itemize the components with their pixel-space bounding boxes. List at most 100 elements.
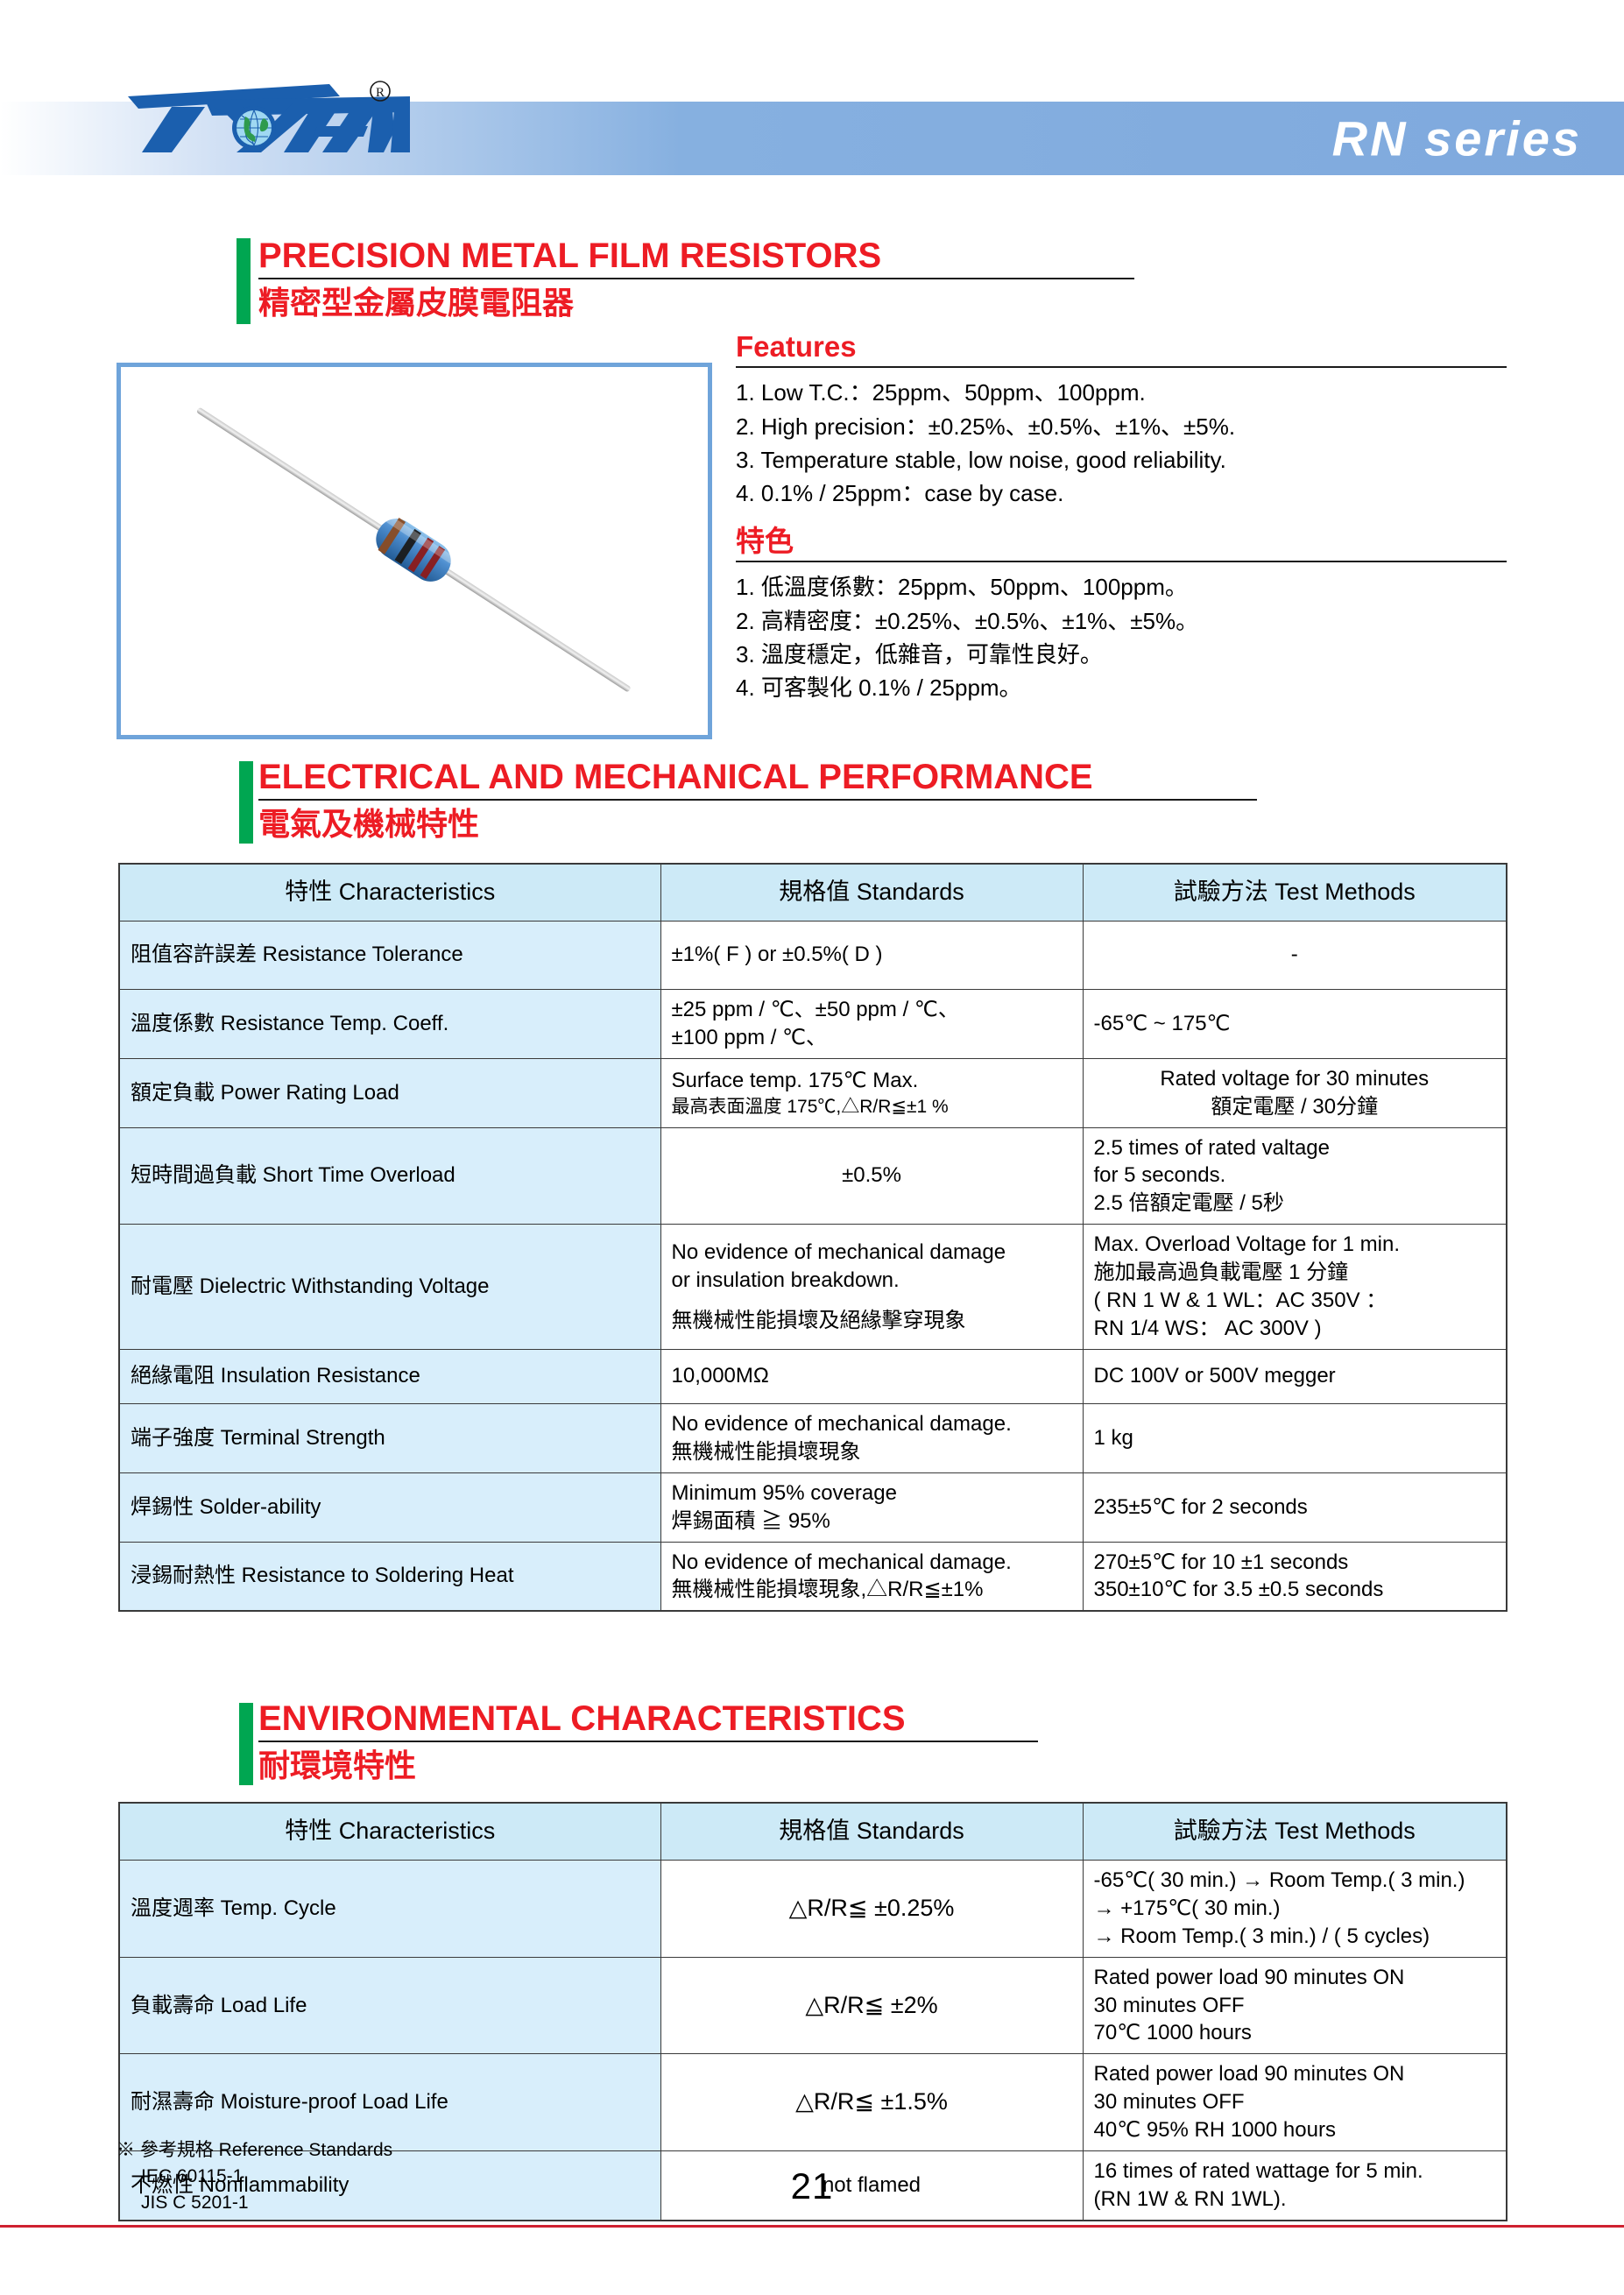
footer-divider xyxy=(0,2225,1624,2228)
feature-item: 2. High precision：±0.25%、±0.5%、±1%、±5%. xyxy=(736,413,1236,440)
test-line: → Room Temp.( 3 min.) / ( 5 cycles) xyxy=(1093,1924,1430,1948)
standard-line: or insulation breakdown. xyxy=(671,1268,900,1293)
test-line: RN 1/4 WS： AC 300V ) xyxy=(1093,1316,1322,1340)
row-standard: not flamed xyxy=(660,2150,1084,2221)
company-logo: R xyxy=(121,77,410,152)
row-standard: △R/R≦ ±2% xyxy=(660,1956,1084,2055)
row-test-method: Rated power load 90 minutes ON 30 minute… xyxy=(1082,2053,1507,2152)
features-list-en: 1. Low T.C.：25ppm、50ppm、100ppm. 2. High … xyxy=(736,376,1507,510)
standard-line-gap xyxy=(672,1295,1072,1307)
row-standard: ±0.5% xyxy=(660,1126,1084,1225)
test-line: Rated power load 90 minutes ON xyxy=(1093,1965,1405,1989)
electrical-heading-en: ELECTRICAL AND MECHANICAL PERFORMANCE xyxy=(258,758,1093,796)
row-test-method: -65℃( 30 min.) → Room Temp.( 3 min.) → +… xyxy=(1082,1859,1507,1958)
row-standard: No evidence of mechanical damage or insu… xyxy=(660,1224,1084,1350)
row-characteristic: 額定負載 Power Rating Load xyxy=(118,1057,661,1128)
registered-trademark-icon: R xyxy=(370,81,391,102)
page-title-block: PRECISION METAL FILM RESISTORS 精密型金屬皮膜電阻… xyxy=(237,237,1239,324)
standard-line: not flamed xyxy=(822,2173,921,2198)
standard-line: 無機械性能損壞現象,△R/R≦±1% xyxy=(671,1578,984,1602)
test-line: -65℃( 30 min.) → Room Temp.( 3 min.) xyxy=(1093,1868,1465,1892)
svg-text:R: R xyxy=(376,86,385,100)
row-standard: △R/R≦ ±0.25% xyxy=(660,1859,1084,1958)
feature-item: 1. 低溫度係數：25ppm、50ppm、100ppm。 xyxy=(736,574,1188,601)
table-row: 絕緣電阻 Insulation Resistance 10,000MΩ DC 1… xyxy=(118,1348,1507,1404)
table-row: 耐濕壽命 Moisture-proof Load Life △R/R≦ ±1.5… xyxy=(118,2053,1507,2152)
test-line: 70℃ 1000 hours xyxy=(1093,2021,1252,2045)
test-line: 40℃ 95% RH 1000 hours xyxy=(1093,2118,1336,2143)
standard-line: Minimum 95% coverage xyxy=(671,1480,897,1505)
row-characteristic: 耐濕壽命 Moisture-proof Load Life xyxy=(118,2053,661,2152)
feature-item: 3. Temperature stable, low noise, good r… xyxy=(736,446,1226,473)
column-header-characteristics: 特性 Characteristics xyxy=(118,863,661,922)
test-line: 施加最高過負載電壓 1 分鐘 xyxy=(1093,1260,1349,1285)
standard-line: No evidence of mechanical damage. xyxy=(671,1411,1012,1436)
electrical-specs-table-wrapper: 特性 Characteristics 規格值 Standards 試驗方法 Te… xyxy=(118,863,1507,1613)
row-test-method: 1 kg xyxy=(1082,1402,1507,1473)
electrical-accent-bar xyxy=(239,761,253,844)
feature-item: 4. 0.1% / 25ppm：case by case. xyxy=(736,479,1064,506)
table-row: 耐電壓 Dielectric Withstanding Voltage No e… xyxy=(118,1224,1507,1350)
table-row: 額定負載 Power Rating Load Surface temp. 175… xyxy=(118,1057,1507,1128)
electrical-section-heading: ELECTRICAL AND MECHANICAL PERFORMANCE 電氣… xyxy=(239,758,1310,845)
test-line: 30 minutes OFF xyxy=(1093,2090,1245,2115)
column-header-test-methods: 試驗方法 Test Methods xyxy=(1082,1802,1507,1861)
standard-line: ±0.5% xyxy=(842,1163,901,1188)
globe-icon xyxy=(232,106,276,152)
table-row: 阻值容許誤差 Resistance Tolerance ±1%( F ) or … xyxy=(118,920,1507,990)
standard-line: △R/R≦ ±0.25% xyxy=(788,1894,955,1921)
standard-line: 焊錫面積 ≧ 95% xyxy=(671,1508,830,1533)
features-heading-zh: 特色 xyxy=(736,525,794,558)
row-standard: Minimum 95% coverage 焊錫面積 ≧ 95% xyxy=(660,1472,1084,1543)
row-characteristic: 浸錫耐熱性 Resistance to Soldering Heat xyxy=(118,1541,661,1612)
title-divider xyxy=(258,277,1134,279)
features-divider-en xyxy=(736,366,1507,369)
test-line: 16 times of rated wattage for 5 min. xyxy=(1093,2159,1423,2184)
title-accent-bar xyxy=(237,238,251,324)
test-line: DC 100V or 500V megger xyxy=(1093,1364,1336,1388)
product-image-frame xyxy=(117,363,712,739)
row-test-method: Rated voltage for 30 minutes 額定電壓 / 30分鐘 xyxy=(1082,1057,1507,1128)
row-test-method: Rated power load 90 minutes ON 30 minute… xyxy=(1082,1956,1507,2055)
row-test-method: -65℃ ~ 175℃ xyxy=(1082,988,1507,1059)
column-header-test-methods: 試驗方法 Test Methods xyxy=(1082,863,1507,922)
environmental-heading-divider xyxy=(258,1740,1038,1742)
standard-line: 無機械性能損壞及絕緣擊穿現象 xyxy=(671,1309,966,1333)
row-characteristic: 負載壽命 Load Life xyxy=(118,1956,661,2055)
test-line: Rated voltage for 30 minutes xyxy=(1160,1066,1430,1091)
row-test-method: 235±5℃ for 2 seconds xyxy=(1082,1472,1507,1543)
standard-line: No evidence of mechanical damage xyxy=(671,1240,1006,1265)
standard-line: ±25 ppm / ℃、±50 ppm / ℃、 xyxy=(671,997,959,1021)
table-row: 不燃性 Nonflammability not flamed 16 times … xyxy=(118,2150,1507,2221)
test-line: (RN 1W & RN 1WL). xyxy=(1093,2186,1287,2211)
page-title-en: PRECISION METAL FILM RESISTORS xyxy=(258,237,882,275)
row-test-method: DC 100V or 500V megger xyxy=(1082,1348,1507,1404)
test-line: 1 kg xyxy=(1093,1425,1133,1450)
test-line: 2.5 倍額定電壓 / 5秒 xyxy=(1093,1191,1284,1216)
standard-line: ±1%( F ) or ±0.5%( D ) xyxy=(671,943,883,967)
test-line: Max. Overload Voltage for 1 min. xyxy=(1093,1232,1401,1257)
test-line: 30 minutes OFF xyxy=(1093,1993,1245,2017)
table-header-row: 特性 Characteristics 規格值 Standards 試驗方法 Te… xyxy=(118,1802,1507,1861)
table-row: 端子強度 Terminal Strength No evidence of me… xyxy=(118,1402,1507,1473)
table-row: 浸錫耐熱性 Resistance to Soldering Heat No ev… xyxy=(118,1541,1507,1612)
test-line: - xyxy=(1290,943,1298,967)
series-banner-title: RN series xyxy=(1331,110,1582,166)
row-characteristic: 溫度係數 Resistance Temp. Coeff. xyxy=(118,988,661,1059)
page-header: RN series xyxy=(0,0,1624,175)
features-panel: Features 1. Low T.C.：25ppm、50ppm、100ppm.… xyxy=(736,330,1507,704)
feature-item: 3. 溫度穩定，低雜音，可靠性良好。 xyxy=(736,640,1103,667)
features-divider-zh xyxy=(736,561,1507,563)
environmental-specs-table: 特性 Characteristics 規格值 Standards 試驗方法 Te… xyxy=(118,1802,1507,2221)
row-standard: Surface temp. 175℃ Max. 最高表面溫度 175℃,△R/R… xyxy=(660,1057,1084,1128)
electrical-specs-table: 特性 Characteristics 規格值 Standards 試驗方法 Te… xyxy=(118,863,1507,1613)
standard-line: Surface temp. 175℃ Max. xyxy=(671,1068,919,1092)
standard-line: △R/R≦ ±1.5% xyxy=(795,2088,948,2115)
environmental-heading-zh: 耐環境特性 xyxy=(258,1747,417,1783)
row-standard: ±25 ppm / ℃、±50 ppm / ℃、 ±100 ppm / ℃、 xyxy=(660,988,1084,1059)
reference-standards-note: ※ 參考規格 Reference Standards IEC 60115-1 J… xyxy=(117,2137,392,2215)
features-list-zh: 1. 低溫度係數：25ppm、50ppm、100ppm。 2. 高精密度：±0.… xyxy=(736,570,1507,704)
table-row: 短時間過負載 Short Time Overload ±0.5% 2.5 tim… xyxy=(118,1126,1507,1225)
test-line: 2.5 times of rated valtage xyxy=(1093,1135,1330,1160)
reference-standard-item: JIS C 5201-1 xyxy=(141,2192,249,2213)
